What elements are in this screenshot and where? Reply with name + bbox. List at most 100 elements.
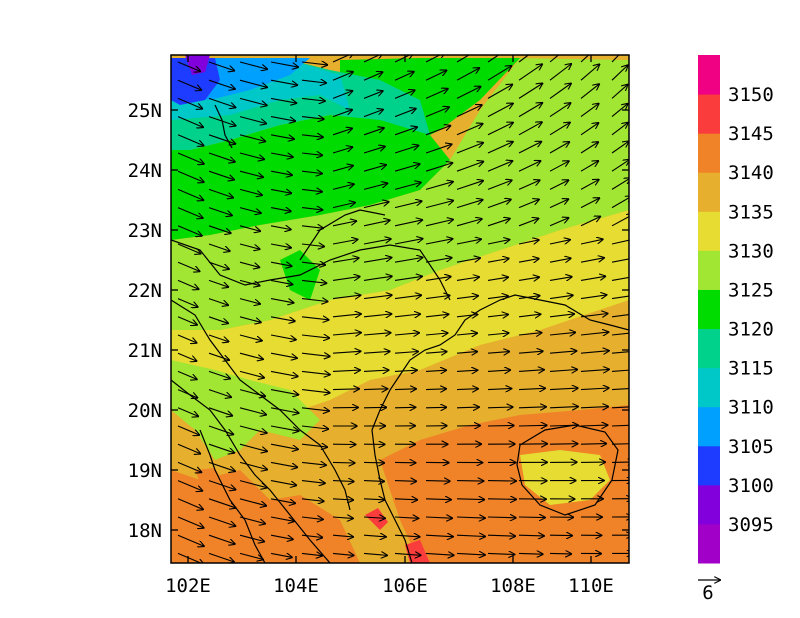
wind-vector-arrow <box>177 461 201 472</box>
wind-vector-arrow <box>611 104 628 118</box>
wind-vector-arrow <box>425 71 446 81</box>
wind-vector-arrow <box>270 516 294 521</box>
wind-vector-arrow <box>518 200 539 209</box>
wind-vector-arrow <box>301 117 324 120</box>
wind-vector-arrow <box>239 334 262 341</box>
wind-vector-arrow <box>301 189 322 191</box>
colorbar-swatch <box>698 523 720 564</box>
wind-vector-arrow <box>363 517 385 518</box>
wind-vector-arrow <box>580 407 608 408</box>
wind-vector-arrow <box>270 370 298 376</box>
wind-vector-arrow <box>394 314 420 317</box>
wind-vector-arrow <box>239 552 263 559</box>
wind-vector-arrow <box>363 295 392 299</box>
wind-vector-arrow <box>270 498 295 504</box>
wind-vector-arrow <box>239 261 259 267</box>
wind-vector-arrow <box>518 277 539 280</box>
wind-vector-arrow <box>549 240 570 245</box>
wind-vector-arrow <box>518 103 542 118</box>
contour-lightgreen-west <box>171 360 320 460</box>
wind-vector-arrow <box>363 147 385 154</box>
wind-vector-arrow <box>611 424 629 427</box>
wind-vector-arrow <box>487 200 511 209</box>
wind-vector-arrow <box>270 407 299 413</box>
wind-vector-arrow <box>363 370 389 371</box>
wind-vector-arrow <box>363 128 384 136</box>
wind-vector-arrow <box>425 182 453 190</box>
wind-vector-arrow <box>518 388 545 389</box>
wind-vector-arrow <box>270 262 292 266</box>
wind-vector-arrow <box>208 334 228 342</box>
wind-vector-arrow <box>332 240 357 245</box>
wind-vector-arrow <box>239 97 267 105</box>
wind-vector-arrow <box>549 123 570 136</box>
wind-vector-arrow <box>394 55 413 63</box>
wind-vector-arrow <box>239 188 262 195</box>
wind-vector-arrow <box>425 517 452 518</box>
border-4 <box>199 429 266 563</box>
wind-vector-arrow <box>518 370 544 372</box>
wind-vector-arrow <box>549 407 578 408</box>
wind-vector-arrow <box>456 389 478 390</box>
wind-vector-arrow <box>456 517 485 518</box>
wind-vector-arrow <box>301 153 322 155</box>
wind-vector-arrow <box>394 183 421 190</box>
wind-vector-arrow <box>518 535 544 536</box>
colorbar-swatch <box>698 484 720 525</box>
wind-vector-arrow <box>332 295 360 298</box>
colorbar-label: 3105 <box>728 436 774 458</box>
colorbar-label: 3100 <box>728 475 774 497</box>
wind-vector-arrow <box>177 316 197 325</box>
wind-vector-arrow <box>580 180 599 190</box>
wind-vector-arrow <box>518 351 543 353</box>
wind-vector-arrow <box>301 62 327 65</box>
wind-vector-arrow <box>394 333 419 335</box>
colorbar-swatch <box>698 289 720 330</box>
wind-vector-arrow <box>301 335 329 338</box>
wind-vector-arrow <box>270 534 293 539</box>
wind-vector-arrow <box>425 163 452 172</box>
lat-label-21n: 21N <box>128 340 162 362</box>
wind-vector-arrow <box>425 389 446 390</box>
wind-vector-arrow <box>611 314 629 318</box>
wind-vector-arrow <box>580 198 599 209</box>
wind-vector-arrow <box>239 134 265 142</box>
wind-vector-arrow <box>177 152 204 164</box>
wind-vector-arrow <box>177 61 200 71</box>
wind-vector-arrow <box>270 280 292 284</box>
wind-vector-arrow <box>177 243 201 254</box>
wind-vector-arrow <box>332 535 353 537</box>
contour-red-patch-south <box>365 508 388 530</box>
wind-vector-arrow <box>301 462 326 465</box>
wind-vector-arrow <box>580 444 606 445</box>
wind-vector-arrow <box>363 499 384 500</box>
wind-vector-arrow <box>270 316 295 321</box>
wind-vector-arrow <box>363 351 390 353</box>
wind-vector-arrow <box>487 296 508 299</box>
wind-vector-arrow <box>394 201 422 209</box>
wind-vector-arrow <box>239 461 267 469</box>
wind-vector-arrow <box>394 481 416 482</box>
latitude-tick-labels: 25N 24N 23N 22N 21N 20N 19N 18N <box>128 100 162 542</box>
wind-vector-arrow <box>518 314 540 317</box>
wind-vector-arrow <box>549 351 576 353</box>
wind-vector-arrow <box>456 239 481 245</box>
wind-vector-arrow <box>487 499 516 500</box>
wind-vector-arrow <box>580 314 608 317</box>
wind-vector-arrow <box>301 80 326 83</box>
colorbar-swatch <box>698 172 720 212</box>
colorbar-swatch <box>698 94 720 134</box>
wind-vector-arrow <box>270 61 298 67</box>
wind-vector-arrow <box>456 352 477 354</box>
wind-vector-arrow <box>518 296 540 299</box>
wind-vector-arrow <box>239 243 260 249</box>
wind-vector-arrow <box>332 333 361 335</box>
wind-vector-arrow <box>270 116 295 122</box>
wind-vector-arrow <box>332 258 359 263</box>
wind-vector-arrow <box>208 79 235 89</box>
wind-vector-arrow <box>239 443 267 451</box>
wind-vector-arrow <box>549 553 571 554</box>
contour-yellow-band <box>171 210 629 420</box>
wind-vector-arrow <box>518 55 530 63</box>
wind-vector-arrow <box>580 142 598 154</box>
